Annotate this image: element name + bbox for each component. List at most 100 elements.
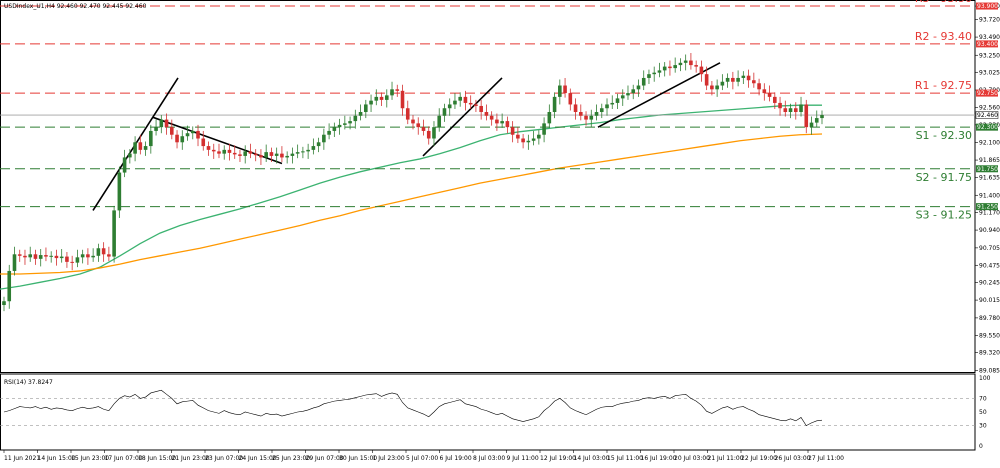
candle-body [704,74,709,86]
candle-body [610,102,615,105]
price-axis-label: 91.400 [979,192,1000,199]
price-axis-label: 89.320 [979,350,1000,357]
time-axis-label: 26 Jul 03:00 [775,455,811,462]
candle-body [814,118,819,123]
candle-body [773,96,777,103]
level-price-tag-text: 93.400 [977,41,998,48]
candle-body [374,96,379,101]
candle-body [206,146,211,150]
rsi-axis-label: 50 [979,409,987,416]
candle-body [599,108,604,113]
candle-body [269,152,274,156]
candle-body [521,138,525,143]
candle-body [190,130,195,134]
candle-body [169,127,174,135]
candle-body [479,105,483,113]
candle-body [86,254,90,258]
chart-title: USDIndex_U1,H4 92.460 92.470 92.445 92.4… [4,3,147,10]
time-axis-label: 8 Jul 03:00 [473,455,505,462]
time-axis-label: 24 Jun 15:00 [239,455,277,462]
candle-body [411,119,415,124]
candle-body [552,96,557,113]
candle-body [322,134,326,143]
candle-body [626,93,630,96]
candle-body [248,151,253,154]
price-axis-label: 89.780 [979,315,1000,322]
candle-body [133,142,137,154]
candle-body [620,95,625,99]
candle-body [537,134,541,139]
candle-body [327,130,331,135]
level-price-tag [976,89,998,97]
candle-body [201,138,206,147]
candle-body [495,119,499,124]
price-axis-label: 90.475 [979,262,1000,269]
candle-body [516,134,520,139]
candle-body [243,151,248,156]
price-axis-label: 93.490 [979,34,1000,41]
candle-body [122,157,127,173]
time-axis-label: 14 Jun 15:00 [38,455,76,462]
rsi-axis-label: 70 [979,395,987,402]
candle-body [662,66,667,71]
time-axis-label: 21 Jun 23:00 [172,455,210,462]
candle-body [809,122,814,128]
candle-body [259,155,263,158]
candle-body [788,108,793,113]
candle-body [112,210,116,257]
price-axis-label: 91.635 [979,174,1000,181]
candle-body [820,115,824,119]
candle-body [437,115,442,128]
candle-body [175,134,179,143]
level-price-tag [976,165,998,173]
rsi-pane-frame [0,373,976,451]
candle-body [7,270,12,302]
candle-body [447,104,452,109]
candle-body [185,133,190,137]
candle-body [673,65,677,69]
candle-body [568,93,573,105]
candle-body [2,301,6,306]
time-axis-label: 6 Jul 19:00 [440,455,472,462]
candle-body [752,80,756,84]
candle-body [736,77,740,82]
candle-body [232,152,237,155]
candle-body [500,121,504,124]
candle-body [311,146,316,150]
candle-body [442,108,447,116]
ma-fast-line [0,104,822,290]
candle-body [285,155,289,158]
candle-body [222,149,227,154]
candle-body [400,90,405,109]
level-label-s1: S1 - 92.30 [916,129,972,142]
candle-body [605,104,609,109]
level-price-tag [976,123,998,131]
candle-body [390,89,394,96]
candle-body [594,112,599,116]
candle-body [563,85,567,94]
candle-body [17,254,22,256]
time-axis-label: 21 Jul 11:00 [708,455,744,462]
candle-body [38,255,43,259]
candle-body [432,127,436,139]
level-label-s2: S2 - 91.75 [916,171,972,184]
candle-body [631,89,636,94]
candle-body [348,121,352,124]
price-axis-label: 93.250 [979,52,1000,59]
level-label-r1: R1 - 92.75 [915,79,972,92]
candle-body [689,60,693,66]
candle-body [778,102,782,109]
candle-body [505,121,510,128]
candle-body [757,83,761,90]
candle-body [332,127,337,131]
candle-body [458,96,462,101]
current-price-tag-text: 92.460 [977,112,998,119]
candle-body [149,130,153,147]
candle-body [337,124,342,128]
level-price-tag [976,203,998,211]
candle-body [238,154,242,156]
candle-body [59,256,64,259]
candle-body [353,115,358,122]
